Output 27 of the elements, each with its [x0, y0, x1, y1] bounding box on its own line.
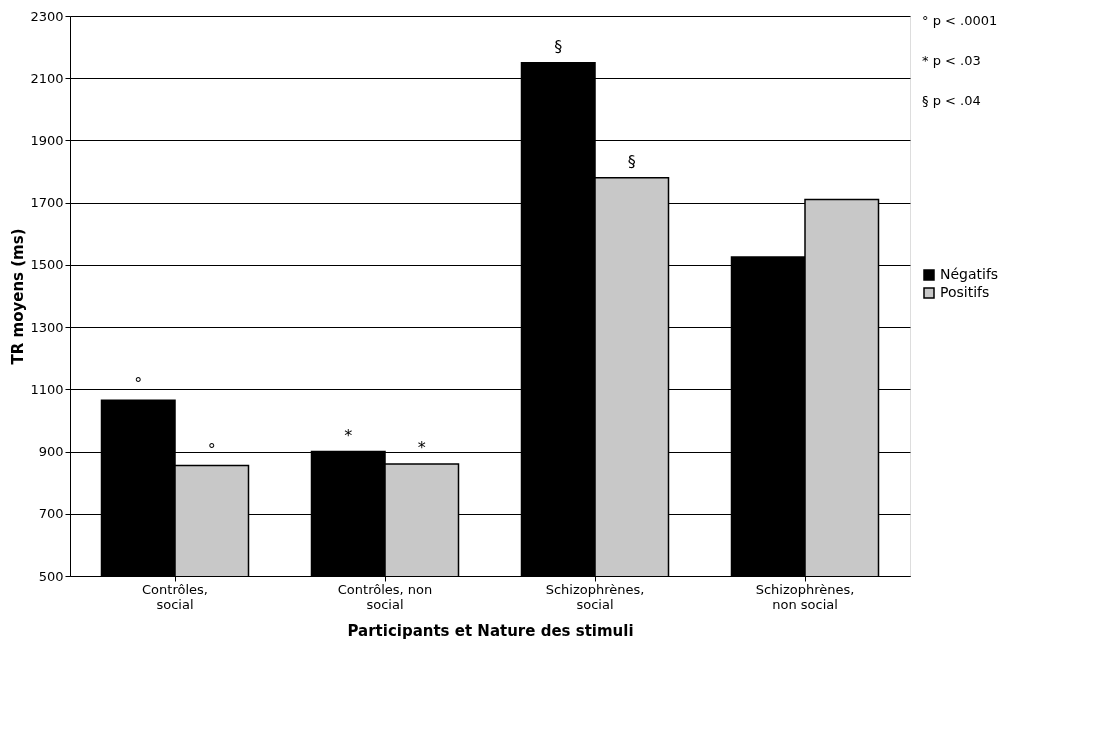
annotation: * [417, 438, 426, 457]
annotation: * [344, 425, 353, 445]
y-tick-label: 1300 [30, 319, 64, 335]
y-tick-label: 500 [38, 568, 64, 584]
x-tick-label: Schizophrènes, non social [755, 581, 855, 612]
x-tick-label: Schizophrènes, social [545, 581, 645, 612]
y-tick-label: 2100 [30, 70, 64, 86]
y-tick-label: 1500 [30, 257, 64, 273]
y-axis-title: TR moyens (ms) [9, 228, 28, 365]
annotation: § [554, 36, 563, 56]
annotation: ° [207, 439, 216, 459]
x-axis-title: Participants et Nature des stimuli [347, 621, 634, 640]
y-tick-label: 700 [38, 506, 64, 522]
text: * p < .03 [922, 53, 981, 68]
text: § p < .04 [922, 93, 981, 108]
y-tick-label: 1900 [30, 132, 64, 148]
y-tick-label: 900 [38, 444, 64, 460]
text: ° p < .0001 [922, 13, 998, 28]
y-tick-label: 2300 [30, 8, 64, 24]
annotation: § [627, 151, 636, 171]
legend-label: Négatifs [940, 266, 999, 282]
y-tick-label: 1700 [30, 195, 64, 211]
x-tick-label: Contrôles, non social [337, 581, 433, 612]
annotation: ° [134, 374, 143, 394]
legend-label: Positifs [940, 284, 990, 300]
y-tick-label: 1100 [30, 381, 64, 397]
x-tick-label: Contrôles, social [142, 581, 208, 612]
